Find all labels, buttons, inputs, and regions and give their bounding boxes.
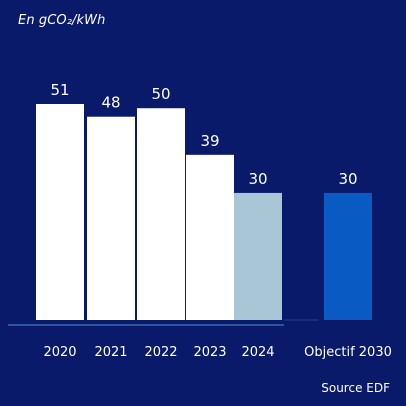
bar-2022: [137, 108, 185, 320]
value-label: 50: [151, 85, 170, 103]
category-label: 2024: [241, 345, 274, 360]
value-label: 30: [338, 170, 357, 188]
source-label: Source EDF: [321, 381, 390, 395]
category-label: 2020: [43, 345, 76, 360]
value-label: 48: [101, 94, 120, 112]
bar-2021: [87, 116, 135, 321]
bar-2023: [186, 154, 234, 320]
bar-objectif-2030: [324, 192, 372, 320]
bar-2020: [36, 104, 84, 320]
value-label: 51: [50, 81, 69, 99]
bar-2024: [234, 192, 282, 320]
category-label: Objectif 2030: [304, 345, 392, 360]
category-label: 2022: [144, 345, 177, 360]
category-label: 2023: [193, 345, 226, 360]
unit-label: En gCO₂/kWh: [18, 13, 106, 28]
value-label: 39: [200, 132, 219, 150]
value-label: 30: [248, 170, 267, 188]
category-label: 2021: [94, 345, 127, 360]
